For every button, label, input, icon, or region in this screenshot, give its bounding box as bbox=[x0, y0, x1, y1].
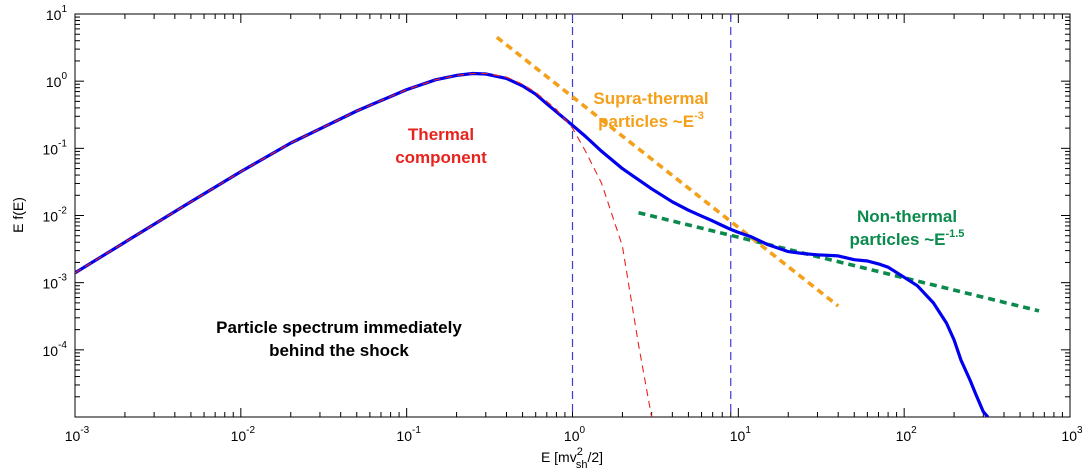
y-tick-label: 101 bbox=[46, 4, 68, 23]
annotation-supra: Supra-thermal bbox=[593, 89, 708, 108]
x-tick-label: 10-3 bbox=[65, 425, 90, 444]
annotation-thermal: Thermal bbox=[408, 125, 474, 144]
x-tick-label: 100 bbox=[564, 425, 586, 444]
annotations: Thermal component Supra-thermal particles ~… bbox=[216, 89, 964, 360]
y-axis-label: E f(E) bbox=[10, 197, 26, 233]
series-spectrum bbox=[75, 71, 990, 417]
y-tick-label: 10-4 bbox=[43, 340, 68, 359]
annotation-title: Particle spectrum immediately bbox=[216, 318, 462, 337]
x-tick-label: 10-1 bbox=[396, 425, 421, 444]
annotation-supra: particles ~E-3 bbox=[598, 110, 704, 131]
y-tick-label: 10-2 bbox=[43, 206, 68, 225]
x-tick-label: 102 bbox=[896, 425, 918, 444]
annotation-nonthermal: particles ~E-1.5 bbox=[850, 228, 965, 249]
y-tick-label: 10-3 bbox=[43, 273, 68, 292]
y-tick-label: 100 bbox=[46, 71, 68, 90]
x-tick-label: 103 bbox=[1061, 425, 1083, 444]
annotation-title: behind the shock bbox=[269, 341, 409, 360]
x-tick-label: 10-2 bbox=[231, 425, 256, 444]
annotation-nonthermal: Non-thermal bbox=[857, 207, 957, 226]
x-tick-label: 101 bbox=[730, 425, 752, 444]
series-supra-fit bbox=[495, 35, 840, 308]
tick-labels: 10-3 10-2 10-1 100 101 102 103 10-4 10-3 10-2 10-1… bbox=[43, 4, 1083, 444]
series-thermal bbox=[75, 72, 653, 417]
data-series bbox=[75, 14, 1040, 417]
y-tick-label: 10-1 bbox=[43, 138, 68, 157]
series-nonthermal-fit bbox=[638, 210, 1040, 313]
annotation-thermal: component bbox=[395, 148, 487, 167]
axis-ticks bbox=[74, 13, 1071, 418]
x-axis-label: E [mv2 sh/2] bbox=[541, 446, 603, 471]
